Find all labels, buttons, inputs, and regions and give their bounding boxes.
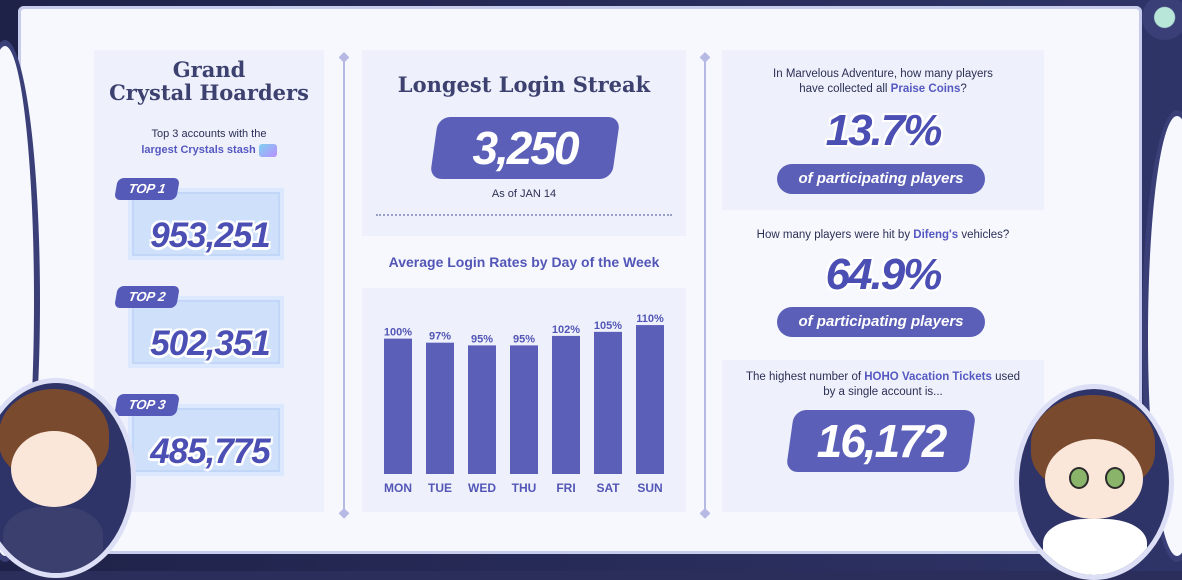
top-3-card: 485,775 <box>128 404 284 476</box>
vacation-tickets-question-line-2: by a single account is... <box>823 386 943 398</box>
bar-value-label: 100% <box>384 327 412 339</box>
corner-ornament-icon <box>1124 0 1182 58</box>
subtitle-line-1: Top 3 accounts with the <box>151 128 267 140</box>
vacation-tickets-question-line-1: The highest number of HOHO Vacation Tick… <box>722 370 1044 385</box>
praise-coins-question-line-2: have collected all Praise Coins? <box>722 82 1044 97</box>
praise-coins-percent: 13.7% <box>825 106 943 155</box>
vacation-tickets-value: 16,172 <box>816 415 948 467</box>
x-tick-label: FRI <box>556 481 575 495</box>
subtitle-line-2: largest Crystals stash <box>94 142 324 158</box>
x-tick-label: THU <box>512 481 537 495</box>
top-1-card: 953,251 <box>128 188 284 260</box>
praise-coins-question-line-1: In Marvelous Adventure, how many players <box>773 68 993 80</box>
q3-text-post: used <box>991 371 1021 383</box>
divider-left: ◆ ◆ <box>339 49 350 519</box>
title-line-1: Grand <box>172 57 246 82</box>
divider-top-ornament-icon: ◆ <box>699 48 711 64</box>
top-2-card: 502,351 <box>128 296 284 368</box>
title-line-2: Crystal Hoarders <box>109 80 309 105</box>
chibi-right-body <box>1043 519 1147 575</box>
x-tick-label: WED <box>468 481 496 495</box>
bar-tue <box>426 342 454 474</box>
bar-thu <box>510 345 538 474</box>
crystal-icon <box>258 143 277 157</box>
bar-value-label: 97% <box>429 331 451 343</box>
login-streak-date: As of JAN 14 <box>491 188 557 200</box>
q2-text-post: vehicles? <box>958 229 1010 241</box>
login-streak-title: Longest Login Streak <box>397 72 651 97</box>
top-1-value: 953,251 <box>150 216 271 255</box>
x-tick-label: SAT <box>596 481 620 495</box>
login-rate-chart-svg: 100% MON 97% TUE 95% WED 95% THU 102% FRI 105% SAT 1… <box>384 313 664 495</box>
q1-text-post: ? <box>960 83 967 95</box>
x-tick-label: MON <box>384 481 412 495</box>
divider-top-ornament-icon: ◆ <box>338 48 350 64</box>
vacation-tickets-question: The highest number of HOHO Vacation Tick… <box>722 370 1044 400</box>
x-tick-label: SUN <box>637 481 662 495</box>
dotted-separator <box>376 214 672 216</box>
praise-coins-highlight: Praise Coins <box>890 83 961 95</box>
bar-value-label: 95% <box>471 333 493 345</box>
q1-text-pre: have collected all <box>799 83 891 95</box>
top-2-badge: TOP 2 <box>114 286 180 308</box>
bar-value-label: 102% <box>552 324 580 336</box>
bar-fri <box>552 335 580 474</box>
praise-coins-pill: of participating players <box>777 164 985 194</box>
chart-title: Average Login Rates by Day of the Week <box>388 254 660 270</box>
bar-sun <box>636 325 664 474</box>
divider-bottom-ornament-icon: ◆ <box>699 504 711 520</box>
divider-right: ◆ ◆ <box>700 49 711 519</box>
bar-value-label: 110% <box>636 313 664 325</box>
vacation-tickets-highlight: HOHO Vacation Tickets <box>864 371 992 383</box>
bar-mon <box>384 338 412 474</box>
bar-wed <box>468 345 496 474</box>
chibi-right-face <box>1045 439 1143 519</box>
subtitle-highlight: largest Crystals stash <box>141 144 256 156</box>
difeng-pill: of participating players <box>777 307 985 337</box>
chibi-right-eye-right <box>1105 467 1125 489</box>
top-3-block: 485,775 TOP 3 <box>114 394 290 476</box>
top-2-block: 502,351 TOP 2 <box>114 286 290 368</box>
top-3-badge: TOP 3 <box>114 394 180 416</box>
top-1-block: 953,251 TOP 1 <box>114 178 290 260</box>
crystal-hoarders-title: Grand Crystal Hoarders <box>94 58 324 104</box>
chibi-character-left <box>0 378 136 578</box>
difeng-highlight: Difeng's <box>913 229 959 241</box>
bar-value-label: 95% <box>513 333 535 345</box>
difeng-question: How many players were hit by Difeng's ve… <box>722 228 1044 243</box>
bar-sat <box>594 331 622 474</box>
chibi-character-right <box>1014 384 1174 580</box>
chibi-left-face <box>11 431 97 507</box>
crystal-hoarders-subtitle: Top 3 accounts with the largest Crystals… <box>94 126 324 158</box>
praise-coins-box: In Marvelous Adventure, how many players… <box>722 50 1044 210</box>
login-streak-panel: Longest Login Streak 3,250 As of JAN 14 <box>362 50 686 236</box>
chibi-right-eye-left <box>1069 467 1089 489</box>
difeng-percent: 64.9% <box>825 250 943 299</box>
top-2-value: 502,351 <box>150 324 271 363</box>
q2-text-pre: How many players were hit by <box>756 229 914 241</box>
login-rate-chart: 100% MON 97% TUE 95% WED 95% THU 102% FRI 105% SAT 1… <box>362 288 686 512</box>
praise-coins-question: In Marvelous Adventure, how many players… <box>722 67 1044 97</box>
crystal-hoarders-panel: Grand Crystal Hoarders Top 3 accounts wi… <box>94 50 324 512</box>
top-3-value: 485,775 <box>150 432 271 471</box>
x-tick-label: TUE <box>428 481 452 495</box>
top-1-badge: TOP 1 <box>114 178 180 200</box>
chibi-left-body <box>3 507 103 573</box>
vacation-tickets-box: The highest number of HOHO Vacation Tick… <box>722 360 1044 512</box>
q3-text-pre: The highest number of <box>745 371 865 383</box>
login-streak-value: 3,250 <box>472 122 579 174</box>
bar-value-label: 105% <box>594 320 622 332</box>
divider-bottom-ornament-icon: ◆ <box>338 504 350 520</box>
